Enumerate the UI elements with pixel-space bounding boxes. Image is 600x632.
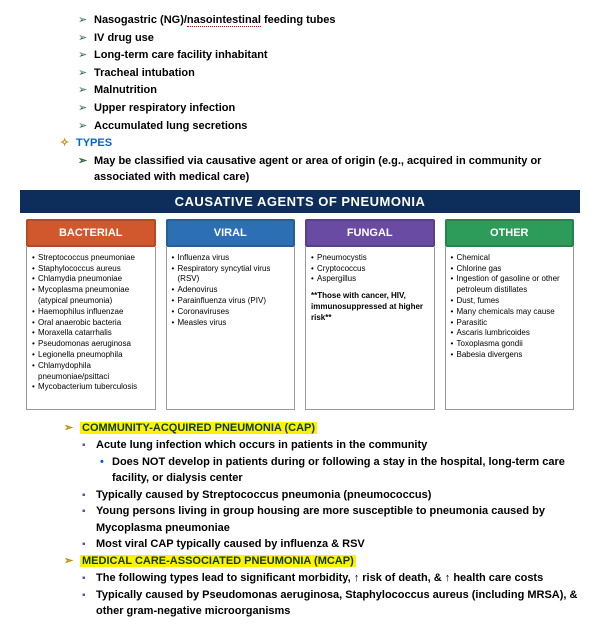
column-body: Influenza virusRespiratory syncytial vir… [166,247,296,410]
table-column: FUNGALPneumocystisCryptococcusAspergillu… [305,219,435,410]
risk-item: Upper respiratory infection [78,100,580,118]
column-item: Haemophilus influenzae [32,307,150,318]
mcap-heading: MEDICAL CARE-ASSOCIATED PNEUMONIA (MCAP) [64,553,580,571]
types-heading: TYPES [60,135,580,153]
risk-item: Nasogastric (NG)/nasointestinal feeding … [78,12,580,30]
table-column: OTHERChemicalChlorine gasIngestion of ga… [445,219,575,410]
column-item: Mycobacterium tuberculosis [32,382,150,393]
column-note: **Those with cancer, HIV, immunosuppress… [311,291,429,323]
column-item: Babesia divergens [451,350,569,361]
column-header: VIRAL [166,219,296,247]
column-item: Parainfluenza virus (PIV) [172,296,290,307]
table-column: VIRALInfluenza virusRespiratory syncytia… [166,219,296,410]
column-item: Ascaris lumbricoides [451,328,569,339]
column-item: Oral anaerobic bacteria [32,318,150,329]
column-item: Mycoplasma pneumoniae (atypical pneumoni… [32,285,150,307]
cap-sub-bullet: Does NOT develop in patients during or f… [100,454,580,487]
column-item: Moraxella catarrhalis [32,328,150,339]
column-item: Ingestion of gasoline or other petroleum… [451,274,569,296]
column-item: Aspergillus [311,274,429,285]
column-item: Adenovirus [172,285,290,296]
cap-bullet: Most viral CAP typically caused by influ… [82,536,580,553]
column-item: Legionella pneumophila [32,350,150,361]
risk-item: IV drug use [78,30,580,48]
column-item: Staphylococcus aureus [32,264,150,275]
underlined-word: nasointestinal [187,14,261,27]
cap-bullet: Acute lung infection which occurs in pat… [82,437,580,454]
column-header: OTHER [445,219,575,247]
column-item: Cryptococcus [311,264,429,275]
cap-heading: COMMUNITY-ACQUIRED PNEUMONIA (CAP) [64,420,580,438]
cap-bullet: Young persons living in group housing ar… [82,503,580,536]
column-item: Respiratory syncytial virus (RSV) [172,264,290,286]
column-body: Streptococcus pneumoniaeStaphylococcus a… [26,247,156,410]
column-header: FUNGAL [305,219,435,247]
causative-agents-table: CAUSATIVE AGENTS OF PNEUMONIA BACTERIALS… [20,190,580,412]
risk-item: Long-term care facility inhabitant [78,47,580,65]
risk-factors-list: Nasogastric (NG)/nasointestinal feeding … [78,12,580,135]
column-item: Influenza virus [172,253,290,264]
column-item: Dust, fumes [451,296,569,307]
risk-item: Tracheal intubation [78,65,580,83]
column-item: Chlamydia pneumoniae [32,274,150,285]
table-column: BACTERIALStreptococcus pneumoniaeStaphyl… [26,219,156,410]
column-body: PneumocystisCryptococcusAspergillus **Tho… [305,247,435,410]
column-item: Chlorine gas [451,264,569,275]
cap-bullet: Typically caused by Streptococcus pneumo… [82,487,580,504]
column-item: Streptococcus pneumoniae [32,253,150,264]
column-item: Parasitic [451,318,569,329]
column-item: Pseudomonas aeruginosa [32,339,150,350]
column-item: Many chemicals may cause [451,307,569,318]
mcap-bullet: Typically caused by Pseudomonas aerugino… [82,587,580,620]
mcap-bullet: The following types lead to significant … [82,570,580,587]
table-title: CAUSATIVE AGENTS OF PNEUMONIA [20,190,580,213]
column-body: ChemicalChlorine gasIngestion of gasolin… [445,247,575,410]
risk-item: Accumulated lung secretions [78,118,580,136]
column-item: Toxoplasma gondii [451,339,569,350]
column-header: BACTERIAL [26,219,156,247]
column-item: Pneumocystis [311,253,429,264]
column-item: Chemical [451,253,569,264]
column-item: Chlamydophila pneumoniae/psittaci [32,361,150,383]
column-item: Coronaviruses [172,307,290,318]
risk-item: Malnutrition [78,82,580,100]
column-item: Measles virus [172,318,290,329]
types-description: May be classified via causative agent or… [78,153,580,186]
